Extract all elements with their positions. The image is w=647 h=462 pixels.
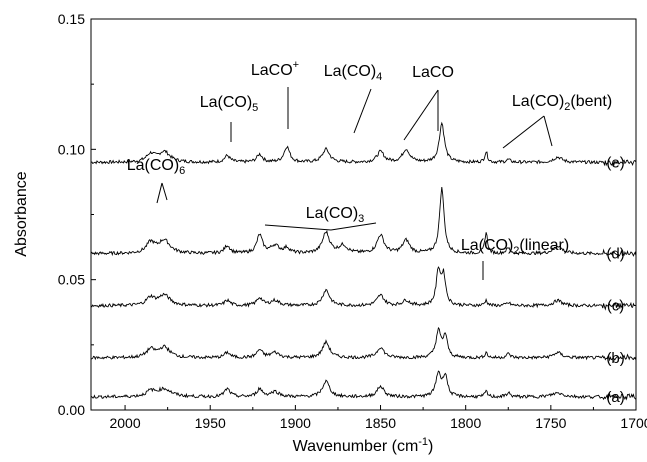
spectrum-trace: [90, 266, 637, 311]
peak-annotation-label: La(CO)2(bent): [512, 93, 612, 113]
spectrum-trace: [90, 186, 637, 257]
peak-annotation-label: La(CO)2(linear): [461, 237, 569, 257]
annotation-leader-line: [156, 182, 163, 204]
trace-label: (d): [606, 246, 624, 263]
x-tick-label: 2000: [109, 415, 140, 431]
spectrum-trace: [90, 121, 637, 167]
peak-annotation-label: La(CO)5: [200, 94, 259, 114]
annotation-leader-line: [330, 222, 377, 231]
y-tick-label: 0.05: [58, 272, 85, 288]
y-tick-label: 0.10: [58, 141, 85, 157]
y-axis-ticks: 0.00 0.05 0.10 0.15: [58, 11, 96, 418]
annotation-leader-line: [543, 115, 553, 147]
trace-label: (c): [607, 298, 625, 315]
spectrum-trace: [90, 326, 637, 362]
y-axis-title: Absorbance: [13, 171, 30, 256]
spectrum-trace: [90, 370, 637, 401]
peak-annotations: La(CO)6 La(CO)5 LaCO+ La(CO)4 LaCO La(CO)2(be…: [127, 59, 612, 280]
x-tick-label: 1850: [365, 415, 396, 431]
y-tick-label: 0.15: [58, 11, 85, 27]
x-tick-label: 1800: [450, 415, 481, 431]
annotation-leader-line: [353, 88, 372, 134]
x-axis-title: Wavenumber (cm-1): [293, 436, 434, 455]
x-tick-label: 1750: [535, 415, 566, 431]
annotation-leader-line: [264, 224, 332, 231]
peak-annotation-label: La(CO)4: [324, 63, 383, 83]
annotation-leader-line: [502, 115, 545, 149]
trace-label: (a): [606, 389, 624, 406]
annotation-leader-line: [403, 89, 439, 141]
peak-annotation-label: LaCO+: [251, 59, 299, 79]
annotation-leader-line: [161, 182, 168, 201]
peak-annotation-label: La(CO)6: [127, 157, 186, 177]
trace-label: (e): [606, 154, 624, 171]
x-tick-label: 1950: [195, 415, 226, 431]
trace-label: (b): [606, 350, 624, 367]
peak-annotation-label: La(CO)3: [306, 205, 365, 225]
spectra-traces: (e) (d) (c) (b) (a): [90, 121, 637, 406]
peak-annotation-label: LaCO: [412, 64, 454, 81]
x-tick-label: 1900: [280, 415, 311, 431]
y-tick-label: 0.00: [58, 402, 85, 418]
